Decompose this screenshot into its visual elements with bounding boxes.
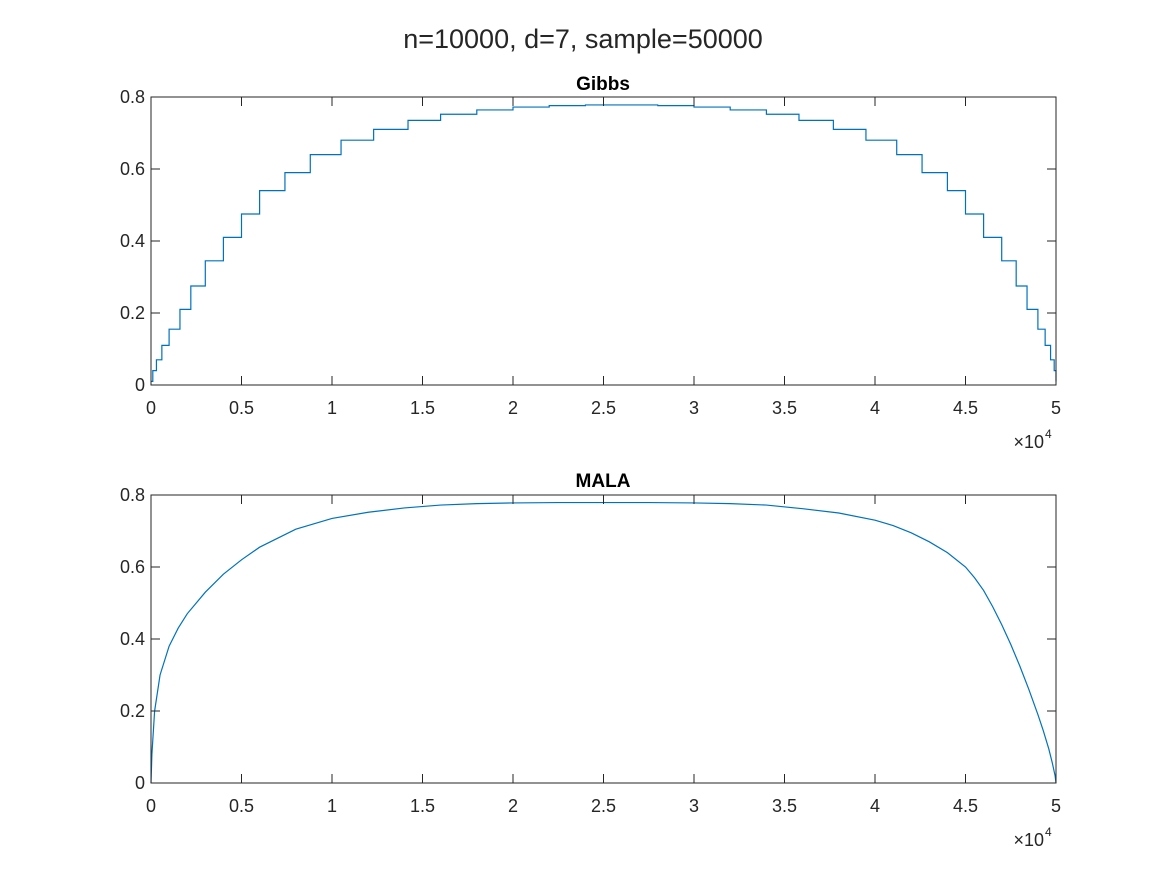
mala-xtick-label: 2 — [508, 796, 518, 816]
gibbs-xtick-label: 2 — [508, 398, 518, 418]
mala-xtick-label: 1.5 — [410, 796, 435, 816]
mala-xtick-label: 5 — [1051, 796, 1061, 816]
gibbs-xtick-label: 5 — [1051, 398, 1061, 418]
mala-x-exponent: ×10 — [1013, 830, 1044, 850]
mala-ytick-label: 0.6 — [120, 557, 145, 577]
mala-ytick-label: 0.8 — [120, 485, 145, 505]
gibbs-axes: Gibbs 0 0.5 1 1.5 2 2.5 3 3.5 4 4.5 5 0 0.2 0.4 0.6 0.8… — [120, 74, 1061, 452]
mala-title: MALA — [576, 471, 631, 492]
gibbs-x-exponent-power: 4 — [1045, 427, 1052, 441]
gibbs-xtick-label: 0.5 — [229, 398, 254, 418]
gibbs-ytick-label: 0.6 — [120, 159, 145, 179]
mala-xtick-label: 4 — [870, 796, 880, 816]
mala-xtick-label: 3.5 — [772, 796, 797, 816]
figure-suptitle: n=10000, d=7, sample=50000 — [403, 24, 763, 54]
mala-ytick-label: 0.4 — [120, 629, 145, 649]
gibbs-xtick-label: 0 — [146, 398, 156, 418]
gibbs-title: Gibbs — [576, 74, 630, 95]
mala-xtick-label: 0 — [146, 796, 156, 816]
mala-axes: MALA 0 0.5 1 1.5 2 2.5 3 3.5 4 4.5 5 0 0.2 0.4 0.6 0.8 ×… — [120, 471, 1061, 850]
gibbs-xtick-label: 1 — [327, 398, 337, 418]
gibbs-ytick-label: 0 — [135, 375, 145, 395]
gibbs-x-exponent: ×10 — [1013, 432, 1044, 452]
mala-xtick-label: 4.5 — [953, 796, 978, 816]
gibbs-xtick-label: 4.5 — [953, 398, 978, 418]
gibbs-ytick-label: 0.4 — [120, 231, 145, 251]
gibbs-xtick-label: 3 — [689, 398, 699, 418]
mala-x-exponent-power: 4 — [1045, 825, 1052, 839]
mala-ytick-label: 0.2 — [120, 701, 145, 721]
mala-xtick-label: 3 — [689, 796, 699, 816]
gibbs-xtick-label: 4 — [870, 398, 880, 418]
gibbs-xtick-label: 1.5 — [410, 398, 435, 418]
gibbs-xtick-label: 2.5 — [591, 398, 616, 418]
mala-xtick-label: 2.5 — [591, 796, 616, 816]
mala-xtick-label: 0.5 — [229, 796, 254, 816]
gibbs-xtick-label: 3.5 — [772, 398, 797, 418]
gibbs-ytick-label: 0.2 — [120, 303, 145, 323]
mala-ytick-label: 0 — [135, 773, 145, 793]
gibbs-ytick-label: 0.8 — [120, 87, 145, 107]
mala-xtick-label: 1 — [327, 796, 337, 816]
